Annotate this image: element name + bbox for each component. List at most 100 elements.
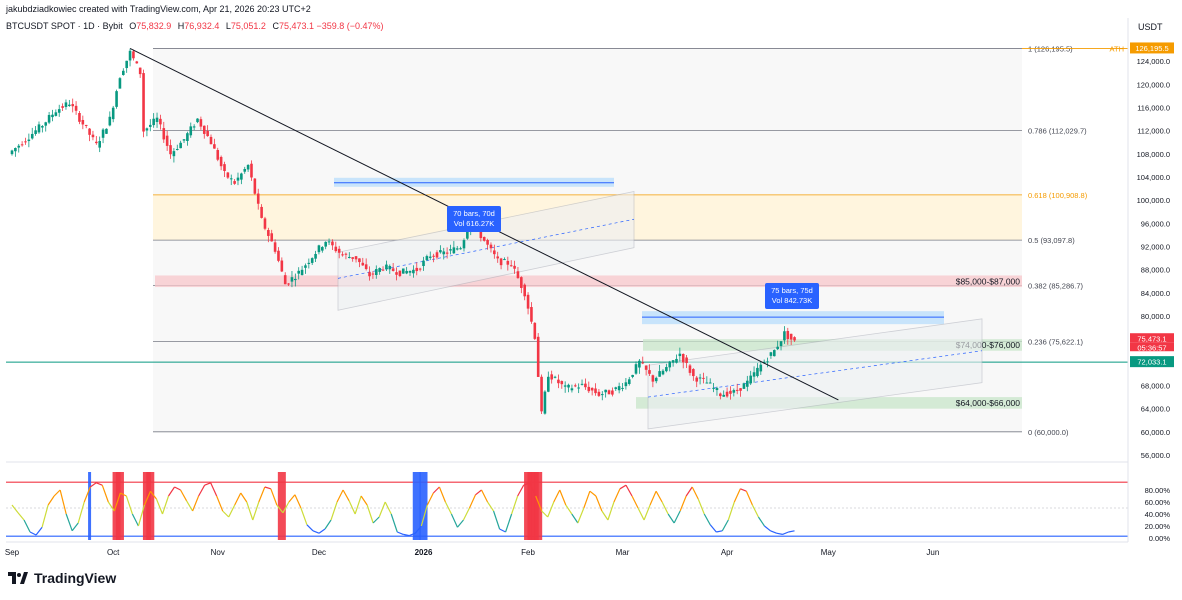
- candle-body: [233, 181, 236, 184]
- oscillator-line-segment: [384, 501, 392, 515]
- candle-body: [681, 354, 685, 363]
- candle-body: [493, 250, 496, 255]
- candle-body: [307, 262, 311, 264]
- oscillator-tick-label: 0.00%: [1149, 534, 1171, 543]
- tradingview-logo[interactable]: TradingView: [8, 570, 116, 586]
- candle-body: [216, 150, 220, 160]
- candle-body: [162, 128, 166, 140]
- price-axis-label-bg: [1130, 356, 1174, 368]
- candle-body: [348, 256, 351, 258]
- candle-body: [344, 253, 348, 255]
- fib-band: [153, 48, 1022, 131]
- ath-label: ATH: [1110, 44, 1124, 53]
- candle-body: [614, 387, 618, 389]
- tradingview-logo-icon: [8, 572, 28, 584]
- oscillator-line-segment: [661, 501, 669, 515]
- candle-body: [749, 375, 752, 384]
- candle-body: [105, 128, 108, 134]
- candle-body: [560, 381, 564, 385]
- measure-annotation-box: [447, 206, 501, 232]
- candle-body: [57, 109, 61, 113]
- candle-body: [88, 128, 91, 135]
- candle-body: [486, 239, 489, 245]
- oscillator-red-signal: [534, 472, 543, 540]
- fib-level-label: 0.5 (93,097.8): [1028, 236, 1075, 245]
- candle-body: [226, 172, 230, 178]
- oscillator-line-segment: [679, 495, 687, 512]
- candle-body: [786, 330, 790, 340]
- low-value: 75,051.2: [230, 21, 266, 31]
- oscillator-line-segment: [740, 488, 747, 492]
- oscillator-line-segment: [547, 501, 555, 518]
- candle-body: [250, 163, 253, 178]
- candle-body: [412, 269, 415, 274]
- candle-body: [68, 104, 71, 106]
- oscillator-line-segment: [559, 489, 567, 506]
- oscillator-line-segment: [776, 532, 783, 535]
- candle-body: [665, 367, 668, 372]
- candle-body: [668, 361, 672, 368]
- y-axis-tick-label: 100,000.0: [1137, 196, 1170, 205]
- oscillator-tick-label: 40.00%: [1145, 510, 1171, 519]
- candle-body: [51, 114, 54, 118]
- candle-body: [64, 102, 68, 107]
- symbol-name[interactable]: BTCUSDT SPOT · 1D · Bybit: [6, 21, 123, 31]
- candle-body: [253, 178, 257, 194]
- measure-annotation-box: [765, 283, 819, 309]
- candle-body: [533, 322, 537, 339]
- candle-body: [695, 377, 699, 382]
- oscillator-line-segment: [709, 524, 717, 533]
- candle-body: [10, 150, 14, 155]
- candle-body: [428, 256, 432, 258]
- candle-body: [98, 141, 101, 148]
- candle-body: [108, 116, 112, 126]
- oscillator-line-segment: [475, 489, 482, 496]
- oscillator-line-segment: [480, 489, 489, 503]
- candle-body: [756, 367, 759, 377]
- y-axis-tick-label: 84,000.0: [1141, 289, 1170, 298]
- zone-label: $85,000-$87,000: [956, 276, 1021, 286]
- candle-body: [294, 278, 297, 281]
- candle-body: [692, 369, 695, 377]
- candle-body: [155, 117, 159, 122]
- candle-body: [263, 218, 267, 229]
- candle-body: [675, 358, 678, 363]
- zone-label: $64,000-$66,000: [956, 398, 1021, 408]
- open-label: O: [129, 21, 137, 31]
- candle-body: [702, 377, 705, 379]
- candle-body: [540, 376, 543, 412]
- candle-body: [179, 142, 182, 149]
- candle-body: [617, 386, 621, 391]
- oscillator-line-segment: [107, 501, 115, 512]
- oscillator-line-segment: [216, 495, 224, 512]
- candle-body: [209, 136, 213, 145]
- candle-body: [206, 130, 209, 137]
- oscillator-line-segment: [29, 531, 37, 536]
- price-chart[interactable]: 1 (126,195.5) 0.786 (112,029.7) 0.618 (100…: [0, 0, 1182, 565]
- candle-body: [641, 362, 645, 364]
- price-axis-label-bg: [1130, 42, 1174, 54]
- candle-body: [304, 265, 307, 268]
- oscillator-line-segment: [468, 494, 477, 509]
- oscillator-line-segment: [770, 530, 777, 534]
- candle-body: [91, 134, 95, 138]
- oscillator-line-segment: [420, 504, 428, 527]
- candle-body: [516, 271, 520, 279]
- fib-level-label: 0 (60,000.0): [1028, 428, 1069, 437]
- candle-body: [41, 126, 44, 128]
- candle-body: [256, 193, 260, 204]
- oscillator-tick-label: 60.00%: [1145, 498, 1171, 507]
- candle-body: [186, 133, 189, 142]
- y-axis-tick-label: 96,000.0: [1141, 219, 1170, 228]
- x-axis-tick-label: Feb: [521, 548, 535, 557]
- oscillator-line-segment: [511, 495, 519, 515]
- candle-body: [54, 112, 58, 116]
- candle-body: [536, 336, 540, 377]
- oscillator-line-segment: [444, 501, 452, 515]
- candle-body: [479, 229, 483, 239]
- oscillator-line-segment: [246, 501, 254, 521]
- oscillator-line-segment: [294, 494, 302, 509]
- oscillator-line-segment: [204, 482, 211, 486]
- candle-body: [499, 258, 503, 266]
- price-axis-label: 05:36:57: [1137, 344, 1166, 353]
